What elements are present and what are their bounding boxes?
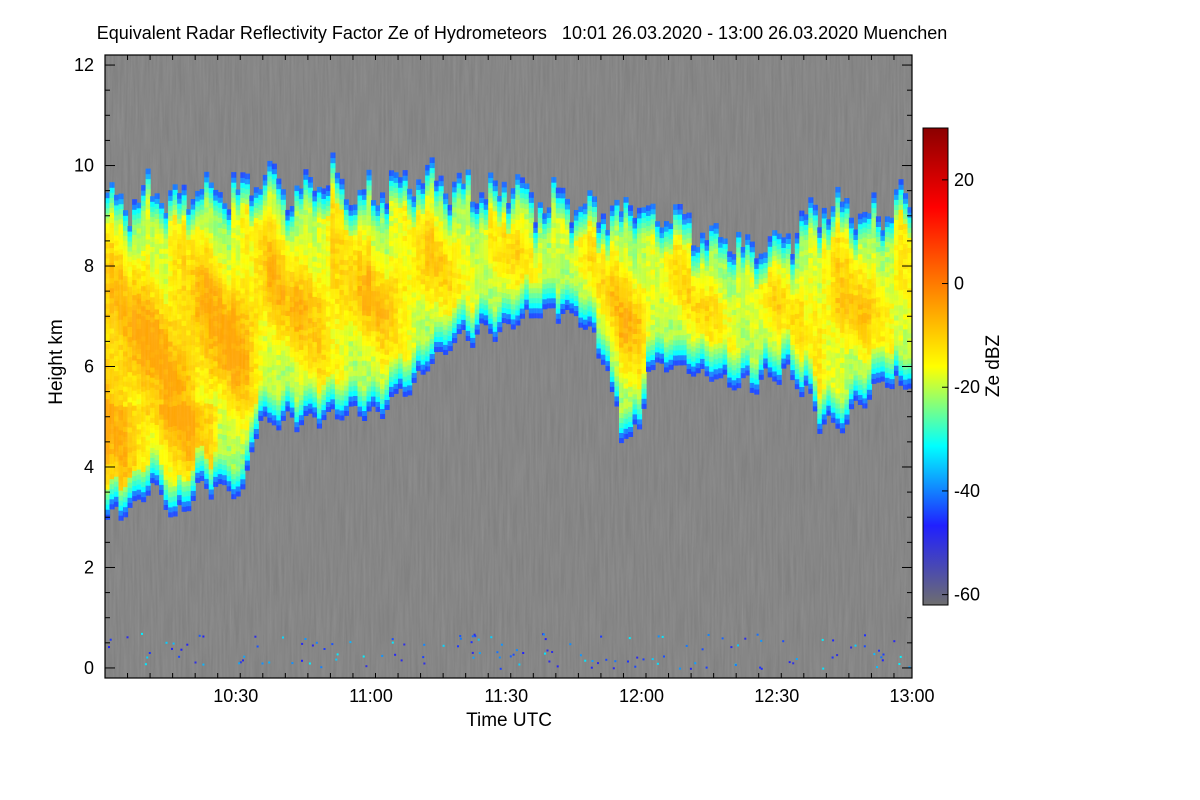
chart-title: Equivalent Radar Reflectivity Factor Ze … <box>97 23 948 43</box>
plot-area <box>104 54 913 679</box>
reflectivity-field <box>105 55 912 678</box>
